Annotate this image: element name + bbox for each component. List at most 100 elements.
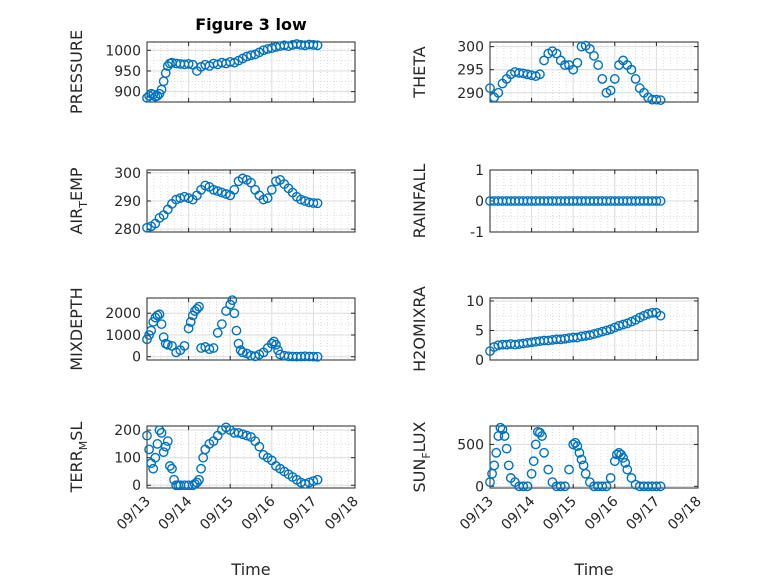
- data-point: [237, 429, 248, 440]
- data-point: [620, 457, 631, 468]
- data-point: [609, 456, 620, 467]
- y-tick-label: 290: [114, 194, 141, 210]
- data-point: [551, 48, 562, 59]
- data-point: [233, 427, 244, 438]
- data-point: [530, 439, 541, 450]
- data-point: [537, 431, 547, 441]
- data-point: [655, 196, 666, 206]
- data-point: [503, 460, 514, 471]
- data-point: [495, 422, 506, 433]
- data-point: [237, 173, 248, 184]
- data-point: [241, 430, 252, 441]
- data-point: [572, 57, 583, 68]
- data-point: [308, 351, 319, 362]
- data-point: [559, 60, 570, 70]
- data-series: [485, 196, 666, 206]
- y-axis-label-main: TERR: [67, 450, 86, 493]
- data-point: [609, 74, 620, 84]
- data-point: [229, 308, 240, 319]
- data-series: [142, 173, 323, 233]
- data-point: [154, 425, 165, 436]
- data-point: [258, 194, 269, 205]
- data-point: [183, 193, 194, 204]
- data-point: [233, 338, 244, 349]
- data-point: [651, 196, 662, 206]
- data-point: [229, 184, 240, 195]
- data-point: [630, 74, 641, 84]
- y-tick-label: 0: [475, 194, 484, 210]
- y-axis-label: TERRMSL: [67, 422, 90, 494]
- y-tick-label: 0: [132, 478, 141, 494]
- data-series: [142, 422, 323, 491]
- y-tick-label: 5: [475, 323, 484, 339]
- data-point: [655, 481, 666, 492]
- y-tick-label: 500: [457, 437, 484, 453]
- data-point: [574, 447, 585, 458]
- data-point: [196, 463, 206, 474]
- y-axis-label: MIXDEPTH: [67, 287, 86, 370]
- data-point: [158, 332, 169, 343]
- y-tick-label: 295: [457, 63, 484, 79]
- data-series: [485, 307, 666, 357]
- subplot-3: 280 290 300 AIRTEMP: [67, 166, 356, 238]
- figure-title: Figure 3 low: [195, 15, 307, 34]
- data-point: [271, 176, 281, 187]
- data-point: [626, 64, 637, 75]
- data-point: [208, 343, 219, 353]
- data-point: [148, 463, 159, 474]
- data-point: [162, 339, 173, 350]
- y-axis-label: SUNFLUX: [410, 421, 433, 492]
- data-point: [179, 191, 190, 202]
- y-axis-label-subscript: F: [420, 452, 433, 458]
- data-point: [493, 87, 504, 98]
- subplot-6: 0 5 10 H2OMIXRA: [410, 286, 699, 372]
- data-point: [312, 198, 323, 209]
- data-point: [312, 351, 323, 362]
- data-point: [200, 180, 211, 191]
- axes-box: [489, 41, 699, 103]
- axes-box: [146, 425, 356, 489]
- data-point: [183, 480, 194, 491]
- y-tick-label: 10: [466, 294, 484, 310]
- data-point: [559, 481, 570, 492]
- y-axis-label: RAINFALL: [410, 164, 429, 239]
- data-point: [308, 39, 319, 50]
- data-point: [160, 68, 171, 78]
- data-point: [618, 452, 629, 463]
- data-point: [539, 447, 549, 458]
- data-point: [208, 184, 219, 195]
- y-axis-label-tail: EMP: [67, 167, 86, 201]
- data-point: [655, 310, 666, 321]
- data-point: [576, 454, 587, 465]
- y-axis-label: PRESSURE: [67, 30, 86, 114]
- data-point: [526, 468, 537, 479]
- data-point: [593, 60, 604, 70]
- data-point: [148, 89, 159, 100]
- data-point: [185, 317, 196, 327]
- y-axis-label-main: AIR: [67, 208, 86, 235]
- data-point: [528, 456, 539, 467]
- data-point: [308, 476, 319, 487]
- data-point: [164, 461, 175, 471]
- data-point: [539, 55, 549, 66]
- data-point: [156, 319, 167, 330]
- data-point: [158, 447, 169, 458]
- y-axis-label: H2OMIXRA: [410, 286, 429, 372]
- data-point: [212, 186, 223, 197]
- data-point: [304, 477, 315, 488]
- y-tick-label: 300: [114, 166, 141, 182]
- y-axis-label-main: PRESSURE: [67, 30, 86, 114]
- y-axis-label-subscript: T: [77, 201, 90, 209]
- subplot-4: -1 0 1 RAINFALL: [410, 163, 699, 241]
- y-tick-label: 0: [475, 353, 484, 369]
- data-point: [237, 347, 248, 358]
- data-point: [204, 344, 215, 355]
- y-axis-label-main: RAINFALL: [410, 164, 429, 239]
- data-point: [246, 177, 256, 188]
- data-point: [212, 327, 223, 338]
- y-tick-label: 1: [475, 163, 484, 179]
- data-point: [300, 478, 310, 489]
- data-point: [266, 338, 277, 349]
